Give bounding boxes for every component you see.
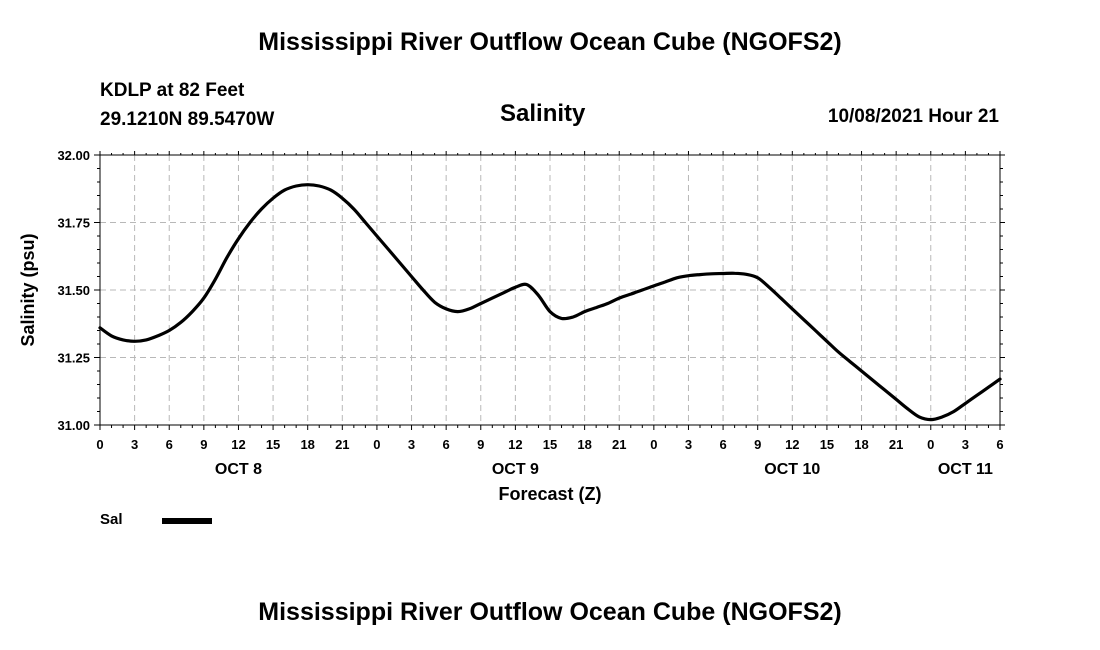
x-tick-label: 0 (650, 437, 657, 452)
x-axis-title: Forecast (Z) (498, 484, 601, 504)
station-info: KDLP at 82 Feet 29.1210N 89.5470W (100, 76, 274, 134)
day-label: OCT 10 (764, 461, 820, 478)
x-tick-label: 15 (266, 437, 280, 452)
x-tick-label: 3 (131, 437, 138, 452)
y-tick-label: 31.50 (57, 283, 90, 298)
main-title: Mississippi River Outflow Ocean Cube (NG… (258, 28, 842, 56)
x-tick-label: 6 (166, 437, 173, 452)
x-tick-label: 18 (300, 437, 314, 452)
station-name: KDLP at 82 Feet (100, 80, 245, 101)
station-coordinates: 29.1210N 89.5470W (100, 109, 275, 130)
y-tick-label: 32.00 (57, 148, 90, 163)
x-tick-label: 3 (685, 437, 692, 452)
x-tick-label: 21 (612, 437, 626, 452)
forecast-datetime: 10/08/2021 Hour 21 (827, 106, 999, 127)
x-tick-label: 6 (719, 437, 726, 452)
x-tick-label: 0 (373, 437, 380, 452)
footer-title: Mississippi River Outflow Ocean Cube (NG… (258, 598, 842, 626)
x-tick-label: 9 (200, 437, 207, 452)
x-tick-label: 6 (443, 437, 450, 452)
x-tick-label: 15 (543, 437, 557, 452)
x-tick-label: 21 (889, 437, 903, 452)
x-tick-label: 9 (477, 437, 484, 452)
x-tick-label: 0 (96, 437, 103, 452)
x-tick-label: 12 (231, 437, 245, 452)
y-tick-label: 31.00 (57, 418, 90, 433)
x-tick-label: 9 (754, 437, 761, 452)
x-tick-label: 3 (408, 437, 415, 452)
day-label: OCT 8 (215, 461, 262, 478)
x-tick-label: 6 (996, 437, 1003, 452)
y-tick-label: 31.75 (57, 216, 90, 231)
x-tick-label: 3 (962, 437, 969, 452)
legend-label: Sal (100, 511, 123, 528)
x-tick-label: 12 (508, 437, 522, 452)
day-label: OCT 11 (938, 461, 993, 478)
day-label: OCT 9 (492, 461, 539, 478)
variable-title: Salinity (500, 100, 586, 127)
y-tick-label: 31.25 (57, 351, 90, 366)
x-tick-label: 21 (335, 437, 349, 452)
x-tick-label: 15 (820, 437, 834, 452)
series-line-sal (98, 183, 1002, 422)
plot-frame (99, 154, 1001, 426)
x-tick-label: 12 (785, 437, 799, 452)
x-tick-label: 18 (854, 437, 868, 452)
x-tick-label: 0 (927, 437, 934, 452)
y-axis-title: Salinity (psu) (18, 233, 38, 346)
x-tick-label: 18 (577, 437, 591, 452)
